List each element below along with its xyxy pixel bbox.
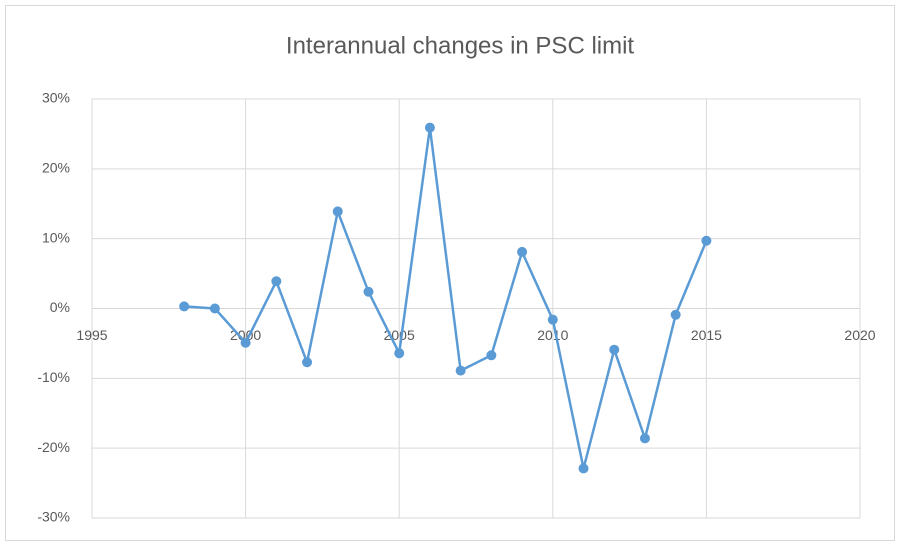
y-tick-label: 10% bbox=[42, 229, 70, 245]
y-tick-label: -20% bbox=[37, 439, 70, 455]
data-point bbox=[547, 314, 558, 325]
y-tick-label: 0% bbox=[50, 299, 70, 315]
data-point bbox=[455, 365, 466, 376]
data-point bbox=[670, 309, 681, 320]
data-point bbox=[271, 276, 282, 287]
x-tick-label: 2010 bbox=[537, 327, 568, 343]
data-point bbox=[209, 303, 220, 314]
data-point bbox=[363, 286, 374, 297]
data-point bbox=[578, 463, 589, 474]
y-tick-label: -10% bbox=[37, 369, 70, 385]
data-point bbox=[302, 357, 313, 368]
data-point bbox=[517, 246, 528, 257]
x-tick-label: 2000 bbox=[230, 327, 261, 343]
x-tick-label: 2020 bbox=[844, 327, 875, 343]
data-point bbox=[609, 344, 620, 355]
data-point bbox=[701, 235, 712, 246]
chart-border bbox=[5, 5, 895, 541]
data-point bbox=[394, 348, 405, 359]
y-tick-label: 30% bbox=[42, 90, 70, 106]
data-point bbox=[424, 122, 435, 133]
y-tick-label: 20% bbox=[42, 160, 70, 176]
x-tick-label: 1995 bbox=[76, 327, 107, 343]
data-point bbox=[240, 337, 251, 348]
x-tick-label: 2015 bbox=[691, 327, 722, 343]
data-point bbox=[639, 433, 650, 444]
data-point bbox=[486, 350, 497, 361]
chart-title: Interannual changes in PSC limit bbox=[286, 32, 635, 59]
y-tick-label: -30% bbox=[37, 509, 70, 525]
data-point bbox=[179, 301, 190, 312]
series-line bbox=[184, 126, 708, 470]
data-point bbox=[332, 206, 343, 217]
